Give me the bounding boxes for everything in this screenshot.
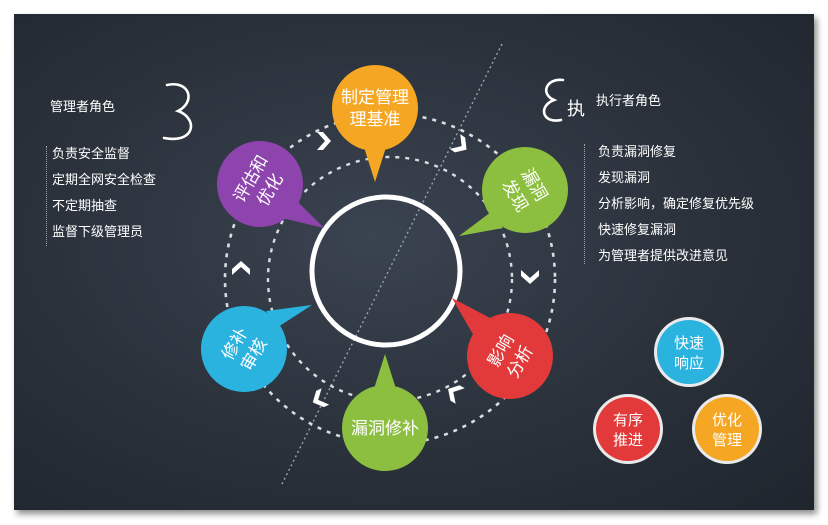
principle-label: 响应 <box>674 354 704 372</box>
speech-bubble-circle <box>217 141 303 227</box>
executor-duty-item: 为管理者提供改进意见 <box>598 249 729 264</box>
executor-duty-item: 负责漏洞修复 <box>598 145 677 160</box>
executor-role-title: 执行者角色 <box>596 94 662 109</box>
divider-line <box>281 43 503 485</box>
principle-label: 优化 <box>712 411 742 429</box>
outer-ring <box>223 112 557 446</box>
principle-label: 推进 <box>613 431 643 449</box>
executor-list-rule <box>584 144 585 264</box>
chevron-right-icon <box>312 388 330 408</box>
chevron-right-icon <box>521 270 539 284</box>
speech-bubble-tail <box>363 144 387 182</box>
speech-bubble-circle <box>342 385 428 471</box>
manager-duty-item: 负责安全监督 <box>52 147 131 162</box>
step-label: 制定管理 <box>341 88 409 108</box>
manager-role-icon <box>162 82 193 141</box>
diagram-canvas: 执 制定管理 理基准 漏洞 发现 影响 分析 漏洞修补 修补 审核 评估和 优化 快速 响应 有序 推进优… <box>14 14 814 510</box>
manager-list-rule <box>46 146 47 246</box>
principle-label: 有序 <box>613 411 643 429</box>
speech-bubble-circle <box>482 147 568 233</box>
executor-role-icon <box>542 78 565 122</box>
chevron-right-icon <box>449 134 467 153</box>
executor-icon-label: 执 <box>567 99 585 120</box>
speech-bubble-tail <box>266 305 312 327</box>
chevron-right-icon <box>317 132 331 150</box>
speech-bubble-circle <box>201 306 287 392</box>
step-label: 理基准 <box>350 110 401 130</box>
executor-duty-list: 负责漏洞修复 发现漏洞分析影响，确定修复优先级 快速修复漏洞为管理者提供改进意见 <box>598 140 754 270</box>
center-circle <box>309 194 463 348</box>
step-label: 漏洞修补 <box>351 419 419 439</box>
principle-label: 管理 <box>712 431 742 449</box>
chevron-right-icon <box>232 261 250 275</box>
manager-duty-item: 监督下级管理员 <box>52 225 144 240</box>
executor-duty-item: 快速修复漏洞 <box>598 223 677 238</box>
speech-bubble-circle <box>332 65 418 151</box>
principle-label: 快速 <box>674 334 704 352</box>
manager-duty-item: 定期全网安全检查 <box>52 173 157 188</box>
executor-duty-item: 发现漏洞 <box>598 171 651 186</box>
executor-duty-item: 分析影响，确定修复优先级 <box>598 197 755 212</box>
speech-bubble-circle <box>467 313 553 399</box>
speech-bubble-tail <box>459 212 503 236</box>
manager-role-title: 管理者角色 <box>50 100 116 115</box>
manager-duty-list: 负责安全监督定期全网安全检查 不定期抽查监督下级管理员 <box>52 142 156 246</box>
speech-bubble-tail <box>373 354 397 392</box>
cycle-step-node: 漏洞修补 <box>342 354 428 471</box>
manager-duty-item: 不定期抽查 <box>52 199 118 214</box>
chevron-right-icon <box>448 385 465 404</box>
